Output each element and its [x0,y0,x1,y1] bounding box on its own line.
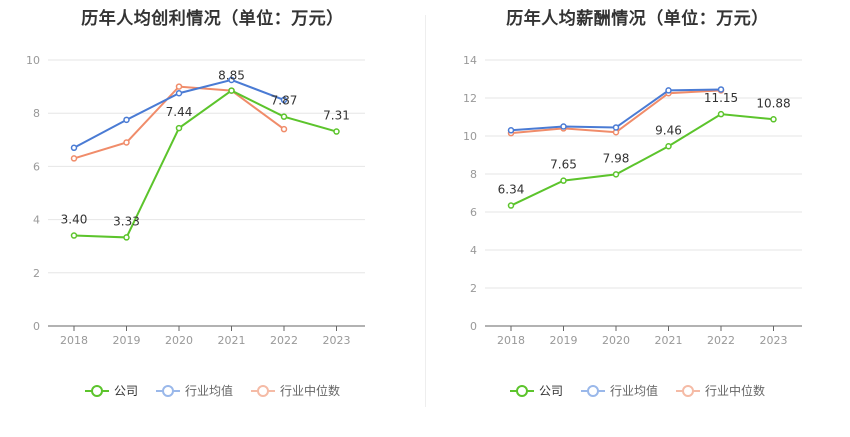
y-tick-label: 0 [33,320,40,333]
data-point-company [770,116,777,123]
chart-legend: 公司 行业均值 行业中位数 [0,382,425,399]
data-point-industry-avg [560,123,567,130]
y-tick-label: 12 [463,92,477,105]
chart-legend: 公司 行业均值 行业中位数 [425,382,850,399]
data-point-industry-avg [665,87,672,94]
data-point-company [560,177,567,184]
y-tick-label: 14 [463,54,477,67]
legend-label-industry-median: 行业中位数 [280,384,341,398]
x-tick-label: 2019 [113,334,141,347]
data-label: 7.44 [166,105,193,119]
legend-item-industry-median[interactable]: 行业中位数 [676,382,765,399]
salary-chart-panel: 历年人均薪酬情况（单位：万元） 0 2 4 6 8 10 12 14 2018 2019 2020 2… [425,0,850,437]
data-point-industry-median [70,155,78,162]
y-tick-label: 6 [470,206,477,219]
data-point-company [228,87,235,94]
data-point-industry-avg [280,96,288,104]
legend-swatch-company [84,384,109,398]
data-point-company [280,113,288,120]
data-point-company [333,128,340,135]
y-tick-label: 8 [33,107,40,120]
data-label: 7.98 [603,151,630,165]
legend-label-company: 公司 [113,384,138,398]
y-tick-label: 4 [470,244,477,257]
y-tick-label: 8 [470,168,477,181]
legend-item-company[interactable]: 公司 [509,382,563,399]
y-tick-label: 10 [26,54,40,67]
legend-swatch-company [509,384,534,398]
legend-swatch-industry-median [676,384,700,398]
data-point-industry-avg [612,124,620,131]
profit-chart-plot: 0 2 4 6 8 10 2018 2019 2020 2021 2022 2023 3.40 3.33 7… [26,54,365,347]
data-point-company [665,143,672,150]
x-tick-label: 2019 [550,334,578,347]
legend-label-industry-avg: 行业均值 [609,384,658,398]
y-tick-label: 2 [470,282,477,295]
data-point-industry-median [175,83,183,90]
legend-item-company[interactable]: 公司 [84,382,138,399]
data-point-industry-avg [175,90,183,97]
legend-swatch-industry-avg [580,384,605,398]
legend-item-industry-median[interactable]: 行业中位数 [251,382,340,399]
data-label: 11.15 [704,91,738,105]
series-line-industry-avg [510,88,722,132]
data-point-company [175,124,183,132]
x-tick-label: 2022 [707,334,735,347]
data-label: 7.65 [550,158,577,172]
data-label: 6.34 [498,183,525,197]
legend-swatch-industry-median [251,384,275,398]
legend-label-company: 公司 [538,384,563,398]
data-point-industry-avg [228,76,235,84]
legend-swatch-industry-avg [155,384,180,398]
data-point-industry-avg [123,116,130,124]
x-tick-label: 2022 [270,334,298,347]
series-line-company [73,89,337,239]
series-line-company [510,113,774,207]
y-tick-label: 4 [33,214,40,227]
legend-item-industry-avg[interactable]: 行业均值 [580,382,658,399]
data-point-company [507,202,515,209]
series-line-industry-median [73,85,285,160]
x-tick-label: 2021 [218,334,246,347]
x-tick-label: 2018 [60,334,88,347]
y-tick-label: 2 [33,267,40,280]
data-point-industry-median [280,125,288,133]
data-label: 9.46 [655,123,682,137]
legend-label-industry-avg: 行业均值 [184,384,233,398]
x-tick-label: 2023 [760,334,788,347]
x-tick-label: 2021 [655,334,683,347]
panel-divider [425,15,426,407]
chart-title: 历年人均创利情况（单位：万元） [81,9,344,29]
legend-label-industry-median: 行业中位数 [705,384,766,398]
data-label: 3.33 [113,214,140,228]
data-point-industry-avg [507,127,515,134]
data-point-industry-median [123,139,130,146]
y-tick-label: 6 [33,160,40,173]
data-point-industry-avg [717,86,725,93]
data-point-company [123,234,130,241]
data-point-company [717,110,725,118]
y-tick-label: 10 [463,130,477,143]
profit-chart-panel: 历年人均创利情况（单位：万元） 0 2 4 6 8 10 2018 2019 2020 2021 2… [0,9,425,399]
x-tick-label: 2020 [165,334,193,347]
y-tick-label: 0 [470,320,477,333]
x-tick-label: 2023 [323,334,351,347]
data-point-company [70,232,78,239]
data-label: 7.31 [323,109,350,123]
data-point-company [612,171,620,178]
chart-title: 历年人均薪酬情况（单位：万元） [506,9,769,29]
data-label: 8.85 [218,69,245,83]
x-tick-label: 2018 [497,334,525,347]
data-label: 7.87 [271,94,298,108]
salary-chart-plot: 0 2 4 6 8 10 12 14 2018 2019 2020 2021 2022 2023 6.34 7… [463,54,802,347]
data-label: 10.88 [756,96,790,110]
data-point-industry-avg [70,144,78,152]
legend-item-industry-avg[interactable]: 行业均值 [155,382,233,399]
x-tick-label: 2020 [602,334,630,347]
data-label: 3.40 [61,213,88,227]
